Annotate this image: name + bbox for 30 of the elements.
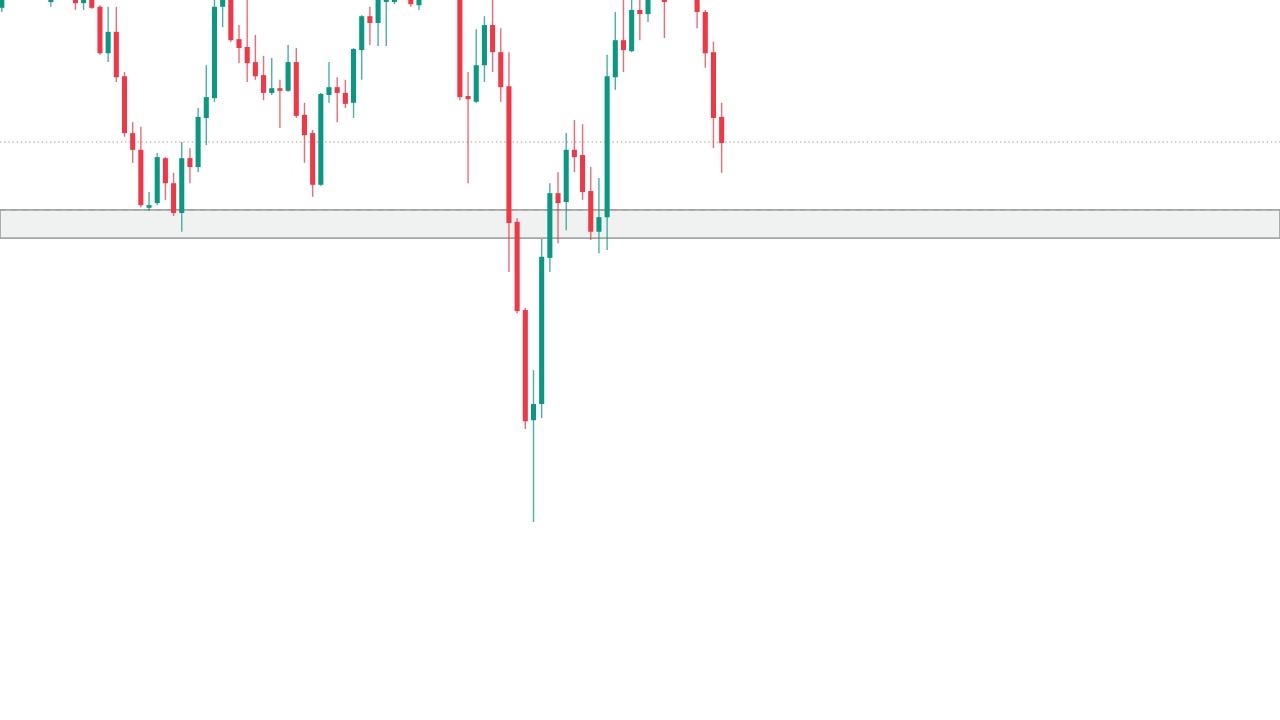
candlestick [236,24,242,64]
candlestick [220,0,226,28]
candlestick [48,0,54,8]
candlestick [694,0,700,29]
candlestick [637,0,643,41]
candlestick [620,0,627,73]
candlestick [661,0,667,39]
candlestick [301,102,307,164]
candlestick [596,177,602,254]
candlestick [187,147,193,184]
candlestick [326,61,332,104]
candlestick [383,0,389,47]
candlestick [645,0,651,23]
candlestick [203,64,209,146]
candlestick [465,71,471,184]
candlestick [334,76,340,123]
candlestick [277,79,283,129]
candlestick [244,0,250,83]
candlestick [571,119,577,173]
candlestick [269,57,275,96]
candlestick [105,6,111,63]
candlestick [375,0,381,47]
candlestick [261,55,267,101]
candlestick [342,79,348,109]
candlestick [367,6,373,46]
candlestick [555,171,561,244]
candlestick [130,121,136,164]
candlestick [146,191,152,212]
candlestick [530,369,537,523]
candlestick [252,34,258,81]
